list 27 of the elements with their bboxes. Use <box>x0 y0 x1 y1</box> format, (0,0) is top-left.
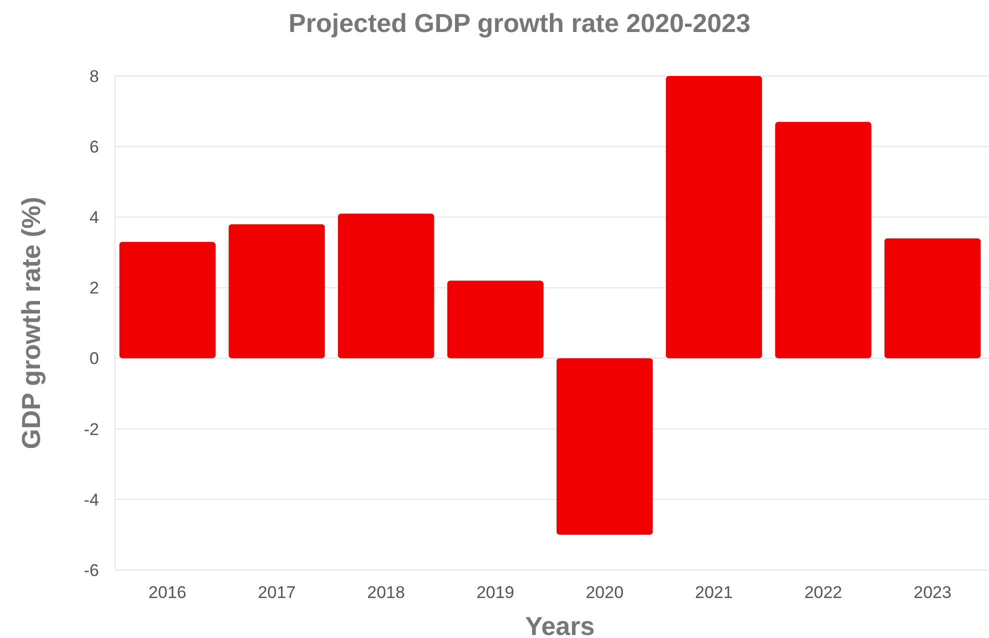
y-tick-label: 0 <box>90 349 99 368</box>
bar <box>666 76 762 358</box>
x-tick-label: 2019 <box>476 583 514 602</box>
bar <box>884 238 981 358</box>
y-tick-label: -6 <box>84 560 99 580</box>
y-axis-title: GDP growth rate (%) <box>16 196 46 450</box>
bar <box>447 280 544 358</box>
y-tick-label: -2 <box>84 420 99 439</box>
y-tick-label: 4 <box>90 208 99 228</box>
x-tick-label: 2016 <box>148 583 186 602</box>
x-tick-label: 2021 <box>695 583 733 602</box>
bar <box>775 122 872 358</box>
x-tick-label: 2017 <box>258 583 296 602</box>
x-tick-label: 2022 <box>804 583 842 602</box>
x-tick-label: 2018 <box>367 583 405 602</box>
chart-title: Projected GDP growth rate 2020-2023 <box>288 8 750 38</box>
x-tick-label: 2020 <box>586 583 624 602</box>
bar <box>228 224 325 358</box>
bar <box>556 358 653 535</box>
y-tick-label: 6 <box>90 138 99 157</box>
bar <box>338 214 434 358</box>
bar <box>119 242 216 358</box>
y-tick-label: 2 <box>90 278 99 298</box>
x-tick-label: 2023 <box>914 583 952 602</box>
y-tick-label: -4 <box>84 490 99 510</box>
y-tick-label: 8 <box>90 66 99 86</box>
x-axis-title: Years <box>525 611 595 638</box>
